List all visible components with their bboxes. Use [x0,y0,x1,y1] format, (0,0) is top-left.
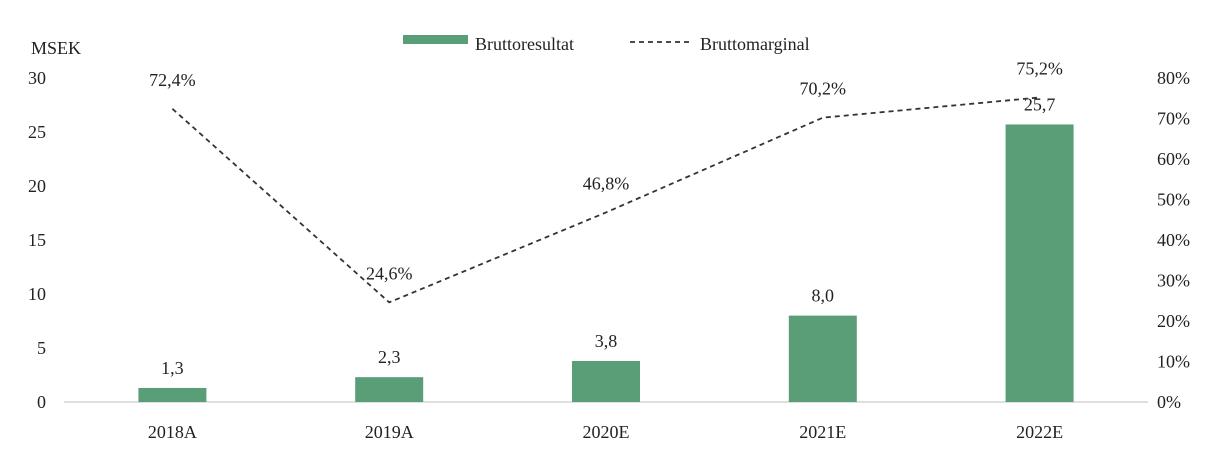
left-tick-label: 25 [28,122,46,142]
right-tick-label: 70% [1157,109,1190,129]
x-tick-label: 2022E [1016,422,1063,442]
right-tick-label: 60% [1157,149,1190,169]
right-tick-label: 40% [1157,230,1190,250]
bar [138,387,207,402]
legend-label-bruttoresultat: Bruttoresultat [475,34,574,54]
x-tick-label: 2018A [148,422,197,442]
left-axis-ticks: 0 5 10 15 20 25 30 [28,68,46,412]
line-value-label: 70,2% [800,79,847,99]
line-value-label: 75,2% [1016,58,1063,78]
left-tick-label: 20 [28,176,46,196]
legend-label-bruttomarginal: Bruttomarginal [700,34,810,54]
bar [355,377,424,402]
bar-data-labels: 1,3 2,3 3,8 8,0 25,7 [161,94,1055,378]
line-series-bruttomarginal [171,96,1040,304]
right-axis-ticks: 0% 10% 20% 30% 40% 50% 60% 70% 80% [1157,68,1190,412]
bar [572,360,640,402]
right-tick-label: 30% [1157,271,1190,291]
legend-swatch-bruttoresultat [403,35,468,44]
legend: Bruttoresultat Bruttomarginal [403,34,810,54]
left-tick-label: 5 [37,338,46,358]
bar-value-label: 2,3 [378,347,401,367]
y-axis-unit-label: MSEK [31,38,81,58]
line-data-labels: 72,4% 24,6% 46,8% 70,2% 75,2% [149,58,1063,283]
right-tick-label: 50% [1157,190,1190,210]
x-tick-label: 2019A [365,422,414,442]
right-tick-label: 0% [1157,392,1181,412]
line-path [171,96,1040,304]
left-tick-label: 10 [28,284,46,304]
x-tick-label: 2021E [799,422,846,442]
bar-value-label: 3,8 [595,331,618,351]
line-value-label: 72,4% [149,70,196,90]
x-axis-ticks: 2018A 2019A 2020E 2021E 2022E [148,422,1063,442]
bar [1005,124,1074,402]
line-value-label: 46,8% [583,173,630,193]
bar-value-label: 8,0 [812,286,835,306]
right-tick-label: 80% [1157,68,1190,88]
bar-series-bruttoresultat [138,124,1074,402]
right-tick-label: 20% [1157,311,1190,331]
left-tick-label: 0 [37,392,46,412]
x-tick-label: 2020E [583,422,630,442]
bar-value-label: 1,3 [161,358,184,378]
right-tick-label: 10% [1157,352,1190,372]
bar [788,315,857,402]
left-tick-label: 30 [28,68,46,88]
bar-value-label: 25,7 [1024,94,1056,114]
left-tick-label: 15 [28,230,46,250]
line-value-label: 24,6% [366,263,413,283]
